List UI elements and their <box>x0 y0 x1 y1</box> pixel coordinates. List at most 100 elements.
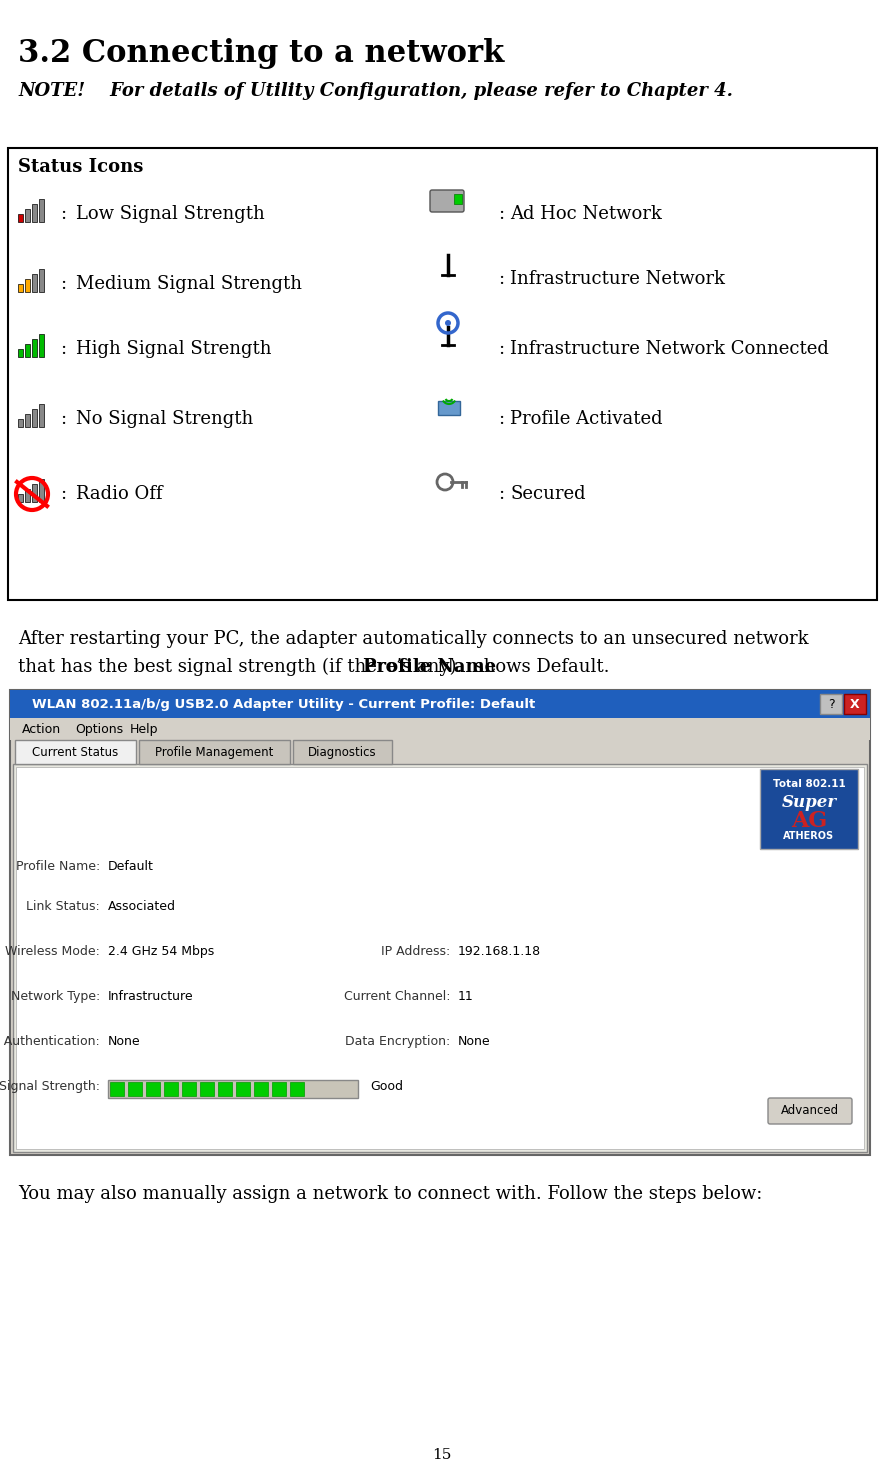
Text: Default: Default <box>108 861 154 872</box>
Text: Infrastructure Network Connected: Infrastructure Network Connected <box>510 340 829 357</box>
Text: Network Type:: Network Type: <box>11 990 100 1003</box>
Bar <box>25 209 30 222</box>
Text: WLAN 802.11a/b/g USB2.0 Adapter Utility - Current Profile: Default: WLAN 802.11a/b/g USB2.0 Adapter Utility … <box>32 697 535 710</box>
Text: Status Icons: Status Icons <box>18 157 143 177</box>
Text: Current Status: Current Status <box>33 746 119 759</box>
Bar <box>182 1083 196 1096</box>
Bar <box>39 405 44 427</box>
Text: :: : <box>60 204 66 224</box>
Text: Diagnostics: Diagnostics <box>308 746 376 759</box>
Bar <box>39 334 44 357</box>
Text: Radio Off: Radio Off <box>76 485 163 503</box>
Text: shows Default.: shows Default. <box>463 658 610 677</box>
Text: Data Encryption:: Data Encryption: <box>345 1036 450 1047</box>
Text: 2.4 GHz 54 Mbps: 2.4 GHz 54 Mbps <box>108 944 214 958</box>
Bar <box>10 690 870 718</box>
Bar <box>290 1083 304 1096</box>
Text: 11: 11 <box>458 990 473 1003</box>
Bar <box>18 419 23 427</box>
Text: You may also manually assign a network to connect with. Follow the steps below:: You may also manually assign a network t… <box>18 1186 762 1203</box>
Text: IP Address:: IP Address: <box>381 944 450 958</box>
Bar <box>254 1083 268 1096</box>
Bar <box>272 1083 286 1096</box>
Text: Low Signal Strength: Low Signal Strength <box>76 204 265 224</box>
Bar <box>25 279 30 293</box>
Bar <box>820 694 842 713</box>
Bar <box>18 284 23 293</box>
Text: Good: Good <box>370 1080 403 1093</box>
Text: :: : <box>498 271 504 288</box>
Text: Wireless Mode:: Wireless Mode: <box>5 944 100 958</box>
Bar <box>15 740 136 763</box>
Bar <box>32 484 37 502</box>
Text: Total 802.11: Total 802.11 <box>773 780 845 788</box>
Text: Profile Activated: Profile Activated <box>510 410 663 428</box>
Text: Secured: Secured <box>510 485 586 503</box>
Text: :: : <box>498 204 504 224</box>
Bar <box>25 413 30 427</box>
Bar <box>39 199 44 222</box>
Bar <box>200 1083 214 1096</box>
Bar <box>454 194 462 204</box>
Text: After restarting your PC, the adapter automatically connects to an unsecured net: After restarting your PC, the adapter au… <box>18 630 809 649</box>
Text: Help: Help <box>130 722 158 736</box>
Text: Super: Super <box>781 793 836 811</box>
Text: Options: Options <box>75 722 123 736</box>
Text: ?: ? <box>827 697 835 710</box>
Bar <box>293 740 391 763</box>
Bar <box>18 213 23 222</box>
Text: :: : <box>498 410 504 428</box>
Text: that has the best signal strength (if there’s any).: that has the best signal strength (if th… <box>18 658 468 677</box>
Bar <box>39 480 44 502</box>
Text: No Signal Strength: No Signal Strength <box>76 410 253 428</box>
Bar <box>8 149 877 600</box>
Bar <box>844 694 866 713</box>
Text: Ad Hoc Network: Ad Hoc Network <box>510 204 662 224</box>
Bar <box>218 1083 232 1096</box>
Bar <box>760 769 858 849</box>
Text: Profile Management: Profile Management <box>155 746 273 759</box>
Text: :: : <box>60 340 66 357</box>
Text: 15: 15 <box>432 1447 451 1462</box>
Bar <box>25 488 30 502</box>
Text: ATHEROS: ATHEROS <box>783 831 835 841</box>
Bar <box>18 349 23 357</box>
Bar <box>236 1083 250 1096</box>
Bar <box>32 204 37 222</box>
Text: Infrastructure: Infrastructure <box>108 990 194 1003</box>
Text: Server Based Authentication:: Server Based Authentication: <box>0 1036 100 1047</box>
Bar <box>128 1083 142 1096</box>
Text: Signal Strength:: Signal Strength: <box>0 1080 100 1093</box>
Text: Infrastructure Network: Infrastructure Network <box>510 271 725 288</box>
Text: :: : <box>60 485 66 503</box>
Text: 192.168.1.18: 192.168.1.18 <box>458 944 541 958</box>
Bar <box>16 766 864 1149</box>
Text: :: : <box>498 340 504 357</box>
Bar <box>32 409 37 427</box>
Text: NOTE!    For details of Utility Configuration, please refer to Chapter 4.: NOTE! For details of Utility Configurati… <box>18 82 733 100</box>
Text: Profile Name: Profile Name <box>363 658 496 677</box>
Bar <box>32 274 37 293</box>
Bar <box>146 1083 160 1096</box>
Bar <box>25 344 30 357</box>
Bar <box>10 690 870 1155</box>
Text: Profile Name:: Profile Name: <box>16 861 100 872</box>
Text: Current Channel:: Current Channel: <box>343 990 450 1003</box>
Bar <box>438 402 460 415</box>
Text: :: : <box>60 275 66 293</box>
FancyBboxPatch shape <box>430 190 464 212</box>
Bar <box>13 763 867 1152</box>
Circle shape <box>445 321 451 327</box>
Bar <box>139 740 290 763</box>
Text: Advanced: Advanced <box>781 1105 839 1118</box>
Bar <box>108 1080 358 1097</box>
Text: :: : <box>60 410 66 428</box>
Bar <box>18 494 23 502</box>
Text: None: None <box>458 1036 490 1047</box>
Bar <box>10 718 870 740</box>
Text: None: None <box>108 1036 141 1047</box>
Text: Link Status:: Link Status: <box>27 900 100 913</box>
Text: :: : <box>498 485 504 503</box>
Text: X: X <box>850 697 860 710</box>
FancyBboxPatch shape <box>768 1097 852 1124</box>
